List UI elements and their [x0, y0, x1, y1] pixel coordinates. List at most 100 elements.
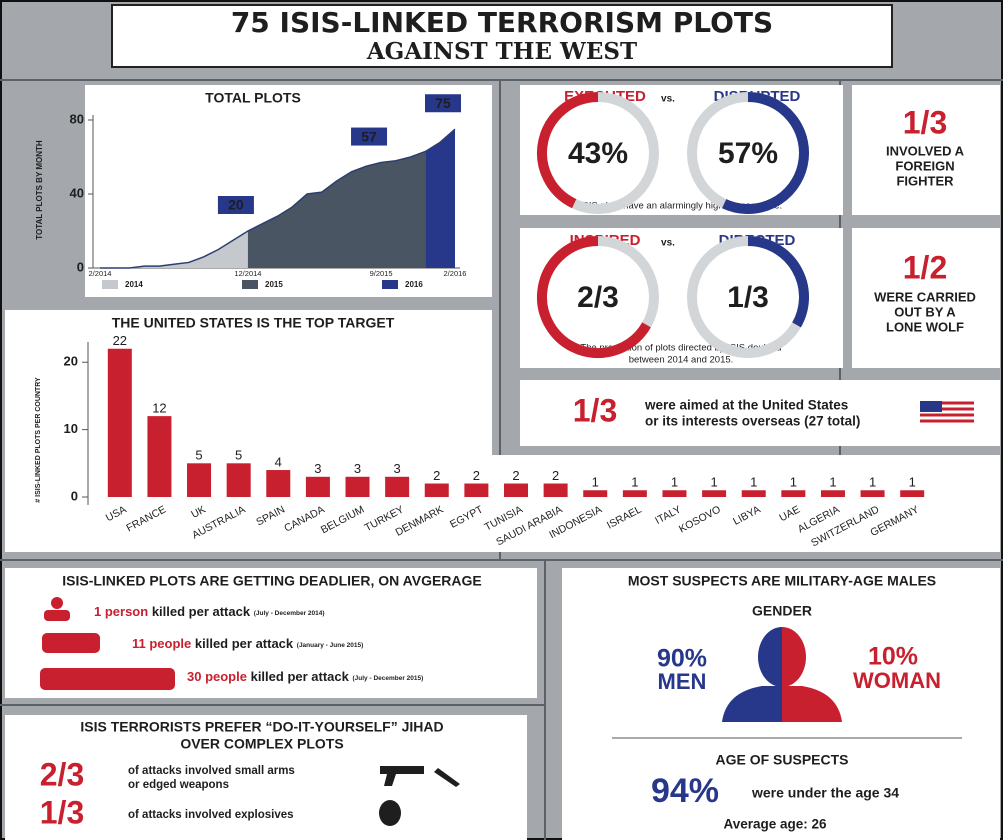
y-tick-label: 40	[70, 185, 84, 200]
fact-number: 1/3	[573, 392, 617, 428]
value-label: 1	[671, 475, 678, 490]
value-label: 3	[354, 461, 361, 476]
legend-label: 2014	[125, 280, 143, 289]
value-label: 5	[235, 448, 242, 463]
fact-number: 1/3	[40, 794, 84, 830]
bar	[346, 477, 370, 497]
legend-swatch	[242, 280, 258, 289]
value-label: 4	[275, 454, 282, 469]
fact-text: or its interests overseas (27 total)	[645, 414, 860, 429]
value-label: 1	[592, 475, 599, 490]
bar	[742, 490, 766, 497]
bar	[821, 490, 845, 497]
section-title: GENDER	[752, 603, 812, 619]
subtitle: AGAINST THE WEST	[366, 38, 637, 65]
bar	[306, 477, 330, 497]
bar	[702, 490, 726, 497]
period: (July - December 2014)	[254, 610, 325, 617]
count: 1 person	[94, 604, 148, 619]
period: (January - June 2015)	[297, 642, 363, 649]
panel-title: MOST SUSPECTS ARE MILITARY-AGE MALES	[628, 573, 936, 589]
value-label: 5	[195, 448, 202, 463]
legend-label: 2015	[265, 280, 283, 289]
stat-label: WOMAN	[853, 668, 941, 693]
x-tick-label: 2/2014	[89, 269, 112, 278]
vs-label: vs.	[661, 94, 675, 105]
value-label: 22	[113, 333, 127, 348]
caption: between 2014 and 2015.	[629, 355, 734, 366]
value-label: 1	[829, 475, 836, 490]
bar	[662, 490, 686, 497]
bar	[781, 490, 805, 497]
bar	[504, 484, 528, 497]
fact-text: INVOLVED A	[886, 143, 965, 158]
value-label: 3	[394, 461, 401, 476]
fact-text: of attacks involved explosives	[128, 809, 294, 821]
value-label: 1	[909, 475, 916, 490]
value-label: 1	[790, 475, 797, 490]
us-flag-icon	[920, 401, 974, 422]
fact-text: or edged weapons	[128, 779, 229, 791]
bar	[544, 484, 568, 497]
panel	[5, 310, 492, 460]
count: 30 people	[187, 669, 247, 684]
fact-text: FIGHTER	[896, 173, 954, 188]
panel-title: OVER COMPLEX PLOTS	[180, 736, 343, 752]
donut-value: 43%	[568, 137, 628, 170]
stat-label: Average age: 26	[723, 817, 827, 832]
stat-label: MEN	[658, 669, 707, 694]
legend-swatch	[102, 280, 118, 289]
y-tick-label: 0	[71, 488, 78, 503]
value-label: 1	[710, 475, 717, 490]
bar	[108, 349, 132, 497]
page: 75 ISIS-LINKED TERRORISM PLOTS AGAINST T…	[0, 0, 1003, 840]
panel-title: ISIS-LINKED PLOTS ARE GETTING DEADLIER, …	[62, 573, 482, 589]
value-label: 3	[314, 461, 321, 476]
bar	[861, 490, 885, 497]
fact-text: were aimed at the United States	[644, 398, 848, 413]
bar	[227, 463, 251, 497]
x-tick-label: 9/2015	[370, 269, 393, 278]
donut-value: 2/3	[577, 281, 619, 314]
value-label: 2	[473, 468, 480, 483]
fact-text: WERE CARRIED	[874, 289, 976, 304]
legend-swatch	[382, 280, 398, 289]
y-tick-label: 80	[70, 111, 84, 126]
stat: 94%	[651, 772, 719, 810]
bar	[385, 477, 409, 497]
callout-label: 20	[228, 197, 244, 213]
chart-title: THE UNITED STATES IS THE TOP TARGET	[112, 315, 395, 331]
period: (July - December 2015)	[353, 675, 424, 682]
panel-title: ISIS TERRORISTS PREFER “DO-IT-YOURSELF” …	[80, 719, 443, 735]
fact-text: FOREIGN	[895, 158, 954, 173]
donut-value: 57%	[718, 137, 778, 170]
value-label: 1	[869, 475, 876, 490]
bar	[187, 463, 211, 497]
callout-label: 57	[361, 128, 377, 144]
text: killed per attack	[195, 636, 294, 651]
x-tick-label: 12/2014	[234, 269, 261, 278]
y-tick-label: 10	[64, 421, 78, 436]
fact-number: 1/2	[903, 249, 947, 285]
donut-value: 1/3	[727, 281, 769, 314]
y-tick-label: 0	[77, 259, 84, 274]
text: killed per attack	[152, 604, 251, 619]
fact-number: 1/3	[903, 104, 947, 140]
bar	[623, 490, 647, 497]
y-axis-label: TOTAL PLOTS BY MONTH	[35, 140, 44, 240]
chart-title: TOTAL PLOTS	[205, 90, 301, 106]
fact-text: LONE WOLF	[886, 319, 964, 334]
title: 75 ISIS-LINKED TERRORISM PLOTS	[231, 6, 773, 39]
bar	[464, 484, 488, 497]
y-axis-label: # ISIS-LINKED PLOTS PER COUNTRY	[35, 377, 42, 503]
count: 11 people	[132, 636, 191, 651]
section-title: AGE OF SUSPECTS	[715, 752, 848, 768]
y-tick-label: 20	[64, 354, 78, 369]
legend-label: 2016	[405, 280, 423, 289]
callout-label: 75	[435, 95, 451, 111]
fact-number: 2/3	[40, 756, 84, 792]
x-tick-label: 2/2016	[444, 269, 467, 278]
area	[425, 129, 455, 268]
value-label: 1	[750, 475, 757, 490]
value-label: 2	[512, 468, 519, 483]
